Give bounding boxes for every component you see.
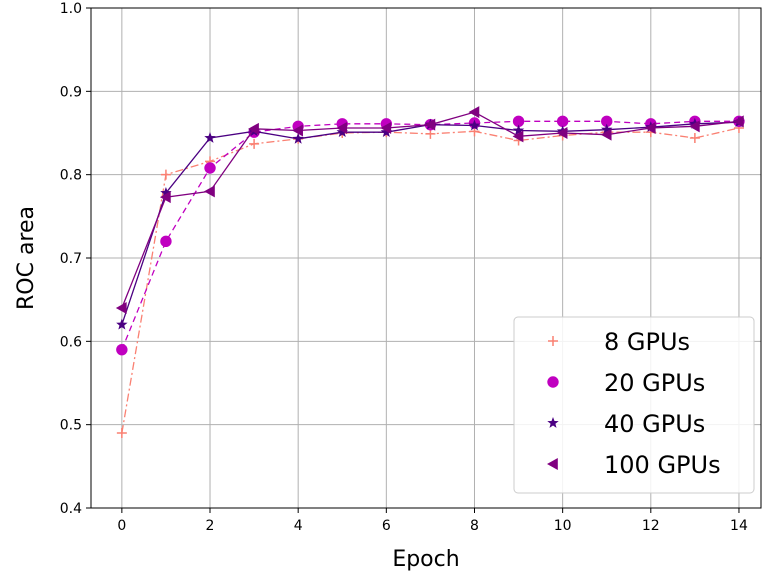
data-point xyxy=(292,132,304,144)
data-point xyxy=(380,126,393,138)
axis-ticks: 0 2 4 6 8 10 12 14 0.4 0.5 0.6 0.7 0.8 0.9 1.0 xyxy=(60,1,748,534)
data-point xyxy=(160,187,172,198)
data-point xyxy=(115,302,127,314)
y-tick-label: 0.4 xyxy=(60,501,82,517)
data-point xyxy=(336,122,348,134)
data-point xyxy=(116,428,127,438)
data-point xyxy=(600,128,612,141)
data-point xyxy=(292,124,303,137)
data-point xyxy=(512,124,525,136)
data-point xyxy=(160,169,171,180)
data-point xyxy=(556,127,568,139)
legend: 8 GPUs 20 GPUs 40 GPUs 100 GPUs xyxy=(513,316,755,494)
legend-label: 8 GPUs xyxy=(604,328,690,356)
y-axis-label: ROC area xyxy=(14,206,39,310)
x-tick-label: 4 xyxy=(294,518,303,534)
x-tick-label: 6 xyxy=(382,518,391,534)
data-point xyxy=(204,185,215,198)
series-3 xyxy=(115,106,744,314)
data-point xyxy=(732,115,744,128)
series-line xyxy=(121,111,740,309)
legend-item: 40 GPUs xyxy=(547,410,705,438)
data-point xyxy=(512,130,524,143)
y-tick-label: 1.0 xyxy=(60,1,82,17)
x-tick-label: 2 xyxy=(206,518,215,534)
series-line xyxy=(121,121,739,325)
grid xyxy=(91,7,761,509)
y-tick-label: 0.5 xyxy=(60,418,82,434)
legend-marker xyxy=(547,417,559,428)
data-point xyxy=(159,191,171,204)
data-point xyxy=(468,106,480,119)
data-point xyxy=(644,122,656,134)
data-point xyxy=(204,162,216,174)
data-point xyxy=(204,132,216,143)
x-tick-label: 0 xyxy=(117,518,126,534)
x-tick-label: 12 xyxy=(642,518,660,534)
data-point xyxy=(424,118,436,131)
data-point xyxy=(248,122,259,135)
data-point xyxy=(116,318,128,330)
data-point xyxy=(601,115,613,128)
data-point xyxy=(688,120,700,133)
legend-box xyxy=(513,316,755,494)
data-point xyxy=(380,122,392,134)
y-tick-label: 0.8 xyxy=(60,168,82,184)
data-point xyxy=(425,128,436,139)
series-line xyxy=(121,120,739,350)
legend-marker xyxy=(548,336,558,346)
data-point xyxy=(336,126,348,138)
data-point xyxy=(116,343,128,356)
data-point xyxy=(689,133,700,143)
data-point xyxy=(556,115,569,128)
x-tick-label: 14 xyxy=(730,518,748,534)
x-tick-label: 10 xyxy=(554,518,572,534)
x-tick-label: 8 xyxy=(470,518,479,534)
legend-marker xyxy=(547,458,558,470)
series-layer xyxy=(115,106,745,438)
y-tick-label: 0.6 xyxy=(60,334,82,350)
data-point xyxy=(160,235,172,248)
data-point xyxy=(512,115,525,128)
legend-item: 20 GPUs xyxy=(547,369,705,397)
data-point xyxy=(249,138,260,149)
y-tick-label: 0.9 xyxy=(60,84,82,100)
legend-label: 20 GPUs xyxy=(604,369,705,397)
legend-marker xyxy=(547,376,559,388)
x-axis-label: Epoch xyxy=(392,547,459,572)
y-tick-label: 0.7 xyxy=(60,251,82,267)
data-point xyxy=(468,119,481,131)
legend-item: 100 GPUs xyxy=(547,451,721,479)
legend-label: 100 GPUs xyxy=(604,451,721,479)
legend-label: 40 GPUs xyxy=(604,410,705,438)
legend-item: 8 GPUs xyxy=(548,328,690,356)
data-point xyxy=(601,123,613,135)
